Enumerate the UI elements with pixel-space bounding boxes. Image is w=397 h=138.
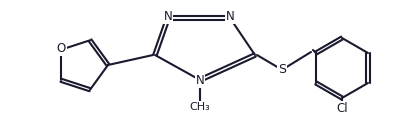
Text: O: O <box>56 42 66 55</box>
Text: S: S <box>278 63 286 76</box>
Text: N: N <box>225 10 234 23</box>
Text: N: N <box>164 10 172 23</box>
Text: Cl: Cl <box>336 102 348 115</box>
Text: CH₃: CH₃ <box>190 102 210 112</box>
Text: N: N <box>196 75 204 87</box>
